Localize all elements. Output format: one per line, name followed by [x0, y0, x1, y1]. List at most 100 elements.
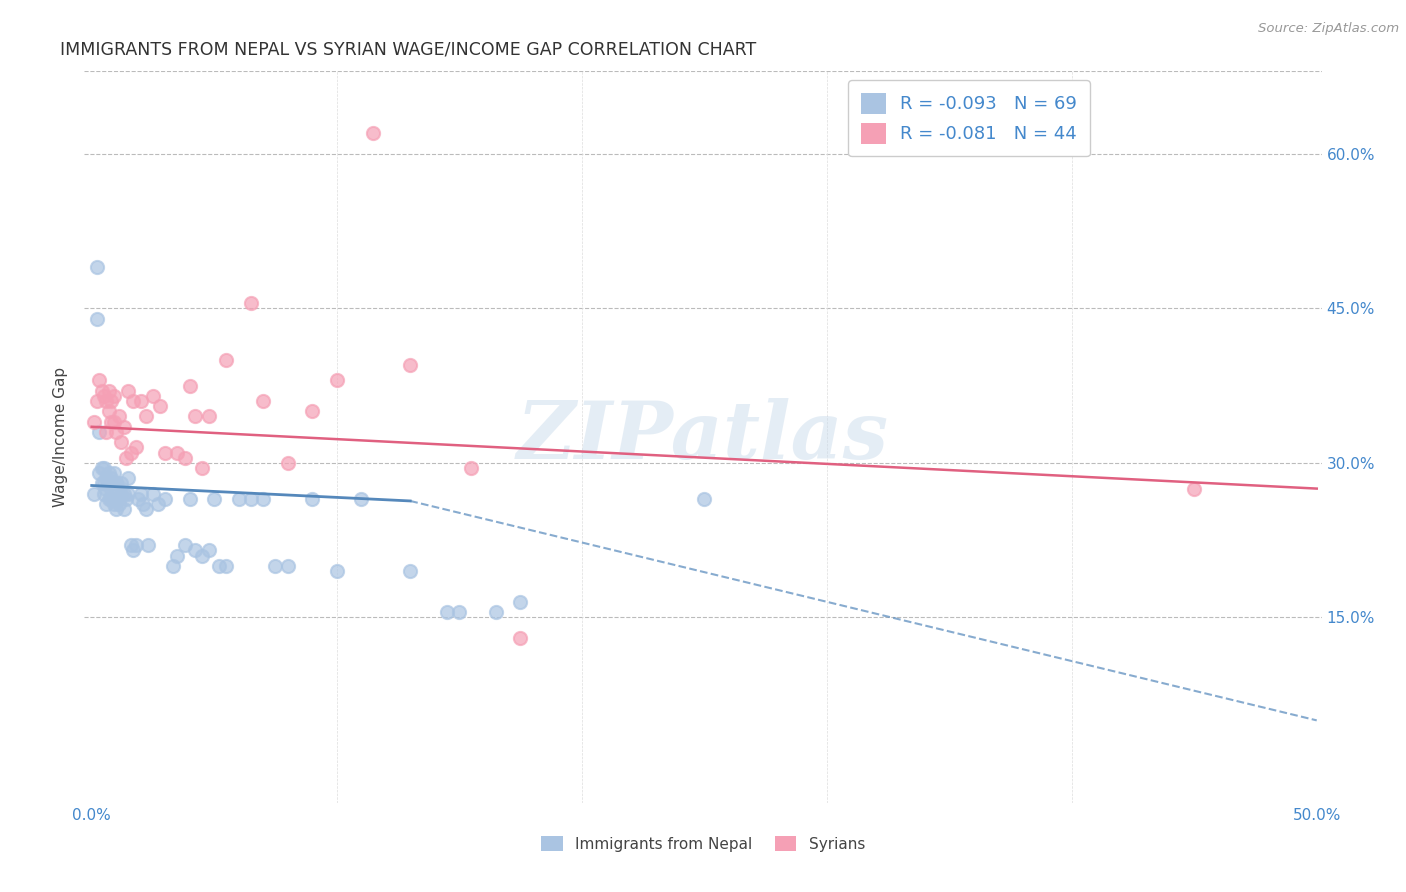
Legend: Immigrants from Nepal, Syrians: Immigrants from Nepal, Syrians [531, 827, 875, 861]
Point [179, 378, 201, 392]
Point [117, 487, 139, 501]
Point [97, 476, 120, 491]
Point [264, 558, 287, 573]
Point [97, 384, 120, 398]
Point [252, 394, 274, 409]
Point [87, 425, 110, 439]
Text: ZIPatlas: ZIPatlas [517, 399, 889, 475]
Point [460, 461, 482, 475]
Point [301, 491, 323, 506]
Point [399, 358, 422, 372]
Point [93, 461, 115, 475]
Point [136, 538, 159, 552]
Point [103, 415, 125, 429]
Point [693, 491, 716, 506]
Point [129, 394, 152, 409]
Point [509, 631, 531, 645]
Point [436, 605, 458, 619]
Point [100, 394, 122, 409]
Point [93, 389, 115, 403]
Point [162, 558, 184, 573]
Point [112, 502, 135, 516]
Point [107, 409, 129, 424]
Point [399, 564, 422, 578]
Point [96, 482, 118, 496]
Point [142, 389, 165, 403]
Point [183, 543, 205, 558]
Point [105, 425, 128, 439]
Point [183, 409, 205, 424]
Point [228, 491, 250, 506]
Point [112, 487, 135, 501]
Point [86, 394, 108, 409]
Point [127, 491, 149, 506]
Y-axis label: Wage/Income Gap: Wage/Income Gap [53, 367, 69, 508]
Point [90, 461, 112, 475]
Point [97, 491, 120, 506]
Point [96, 425, 118, 439]
Point [215, 352, 238, 367]
Point [173, 538, 195, 552]
Point [87, 373, 110, 387]
Point [198, 543, 221, 558]
Point [277, 456, 299, 470]
Point [120, 445, 142, 459]
Point [103, 389, 125, 403]
Point [97, 466, 120, 480]
Point [120, 538, 142, 552]
Point [208, 558, 231, 573]
Point [103, 497, 125, 511]
Point [509, 595, 531, 609]
Point [86, 260, 108, 274]
Point [239, 491, 262, 506]
Point [83, 487, 105, 501]
Point [107, 482, 129, 496]
Point [277, 558, 299, 573]
Point [179, 491, 201, 506]
Point [87, 466, 110, 480]
Text: IMMIGRANTS FROM NEPAL VS SYRIAN WAGE/INCOME GAP CORRELATION CHART: IMMIGRANTS FROM NEPAL VS SYRIAN WAGE/INC… [59, 41, 756, 59]
Point [155, 445, 177, 459]
Point [110, 487, 132, 501]
Point [117, 384, 139, 398]
Point [110, 476, 132, 491]
Point [485, 605, 508, 619]
Point [301, 404, 323, 418]
Point [105, 502, 128, 516]
Point [100, 471, 122, 485]
Point [325, 564, 347, 578]
Point [115, 450, 138, 465]
Point [107, 497, 129, 511]
Point [198, 409, 221, 424]
Point [96, 471, 118, 485]
Point [1182, 482, 1205, 496]
Point [97, 404, 120, 418]
Point [110, 435, 132, 450]
Point [350, 491, 373, 506]
Point [252, 491, 274, 506]
Point [449, 605, 471, 619]
Point [90, 384, 112, 398]
Point [191, 549, 214, 563]
Point [149, 399, 172, 413]
Point [115, 491, 138, 506]
Point [86, 311, 108, 326]
Point [132, 497, 155, 511]
Point [191, 461, 214, 475]
Point [96, 497, 118, 511]
Point [135, 409, 157, 424]
Point [112, 419, 135, 434]
Point [122, 543, 145, 558]
Point [117, 471, 139, 485]
Point [325, 373, 347, 387]
Point [100, 491, 122, 506]
Point [100, 482, 122, 496]
Point [83, 415, 105, 429]
Point [142, 487, 165, 501]
Point [105, 491, 128, 506]
Point [215, 558, 238, 573]
Point [125, 538, 148, 552]
Point [93, 487, 115, 501]
Point [93, 476, 115, 491]
Point [166, 549, 188, 563]
